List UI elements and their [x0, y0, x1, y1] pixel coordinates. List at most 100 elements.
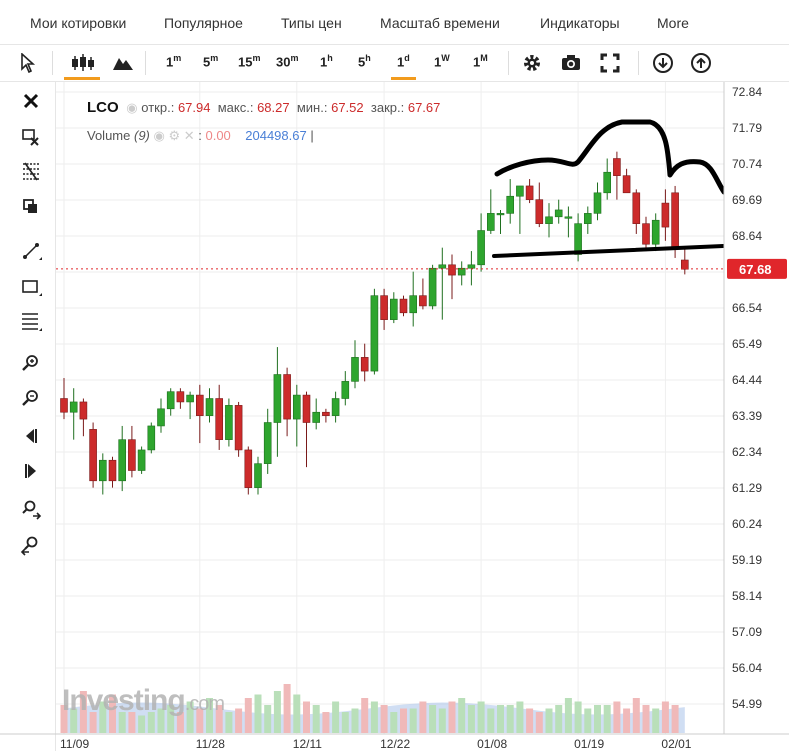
- candle: [215, 398, 223, 440]
- candle: [360, 357, 369, 372]
- timeframe-1h[interactable]: 1h: [320, 53, 333, 70]
- timeframe-1w[interactable]: 1W: [434, 53, 450, 70]
- candle: [613, 158, 621, 176]
- price-tick-label: 65.49: [732, 337, 762, 351]
- timeframe-1M[interactable]: 1M: [473, 53, 488, 70]
- volume-bar: [60, 705, 68, 733]
- price-tick-label: 63.39: [732, 409, 762, 423]
- candle: [467, 264, 476, 269]
- volume-bar: [186, 701, 194, 733]
- ohlc-legend: LCO ◉ откр.: 67.94 макс.: 68.27 мин.: 67…: [87, 99, 440, 116]
- volume-bar: [632, 698, 640, 733]
- price-tick-label: 70.74: [732, 157, 762, 171]
- camera-icon[interactable]: [561, 54, 581, 72]
- candle: [79, 401, 88, 420]
- head-shoulders-curve: [494, 119, 727, 195]
- timeframe-15m[interactable]: 15m: [238, 53, 261, 70]
- price-tick-label: 64.44: [732, 373, 762, 387]
- trendline-icon[interactable]: [20, 240, 42, 262]
- zoom-out-icon[interactable]: [20, 387, 42, 409]
- volume-bar: [400, 708, 407, 733]
- volume-pane: [60, 684, 685, 733]
- candle: [99, 459, 107, 482]
- volume-bar: [196, 708, 204, 733]
- candle: [554, 209, 563, 218]
- candlestick-icon[interactable]: [70, 53, 96, 73]
- cursor-icon[interactable]: [20, 53, 36, 73]
- volume-bar: [283, 684, 291, 733]
- symbol-name[interactable]: LCO: [87, 99, 119, 116]
- candle: [593, 192, 602, 214]
- volume-bar: [167, 705, 175, 733]
- fib-icon[interactable]: [20, 160, 42, 182]
- candle: [205, 398, 214, 416]
- zoom-out-time-icon[interactable]: [20, 534, 42, 556]
- active-chart-type-indicator: [64, 77, 100, 80]
- candle: [128, 439, 136, 471]
- mountain-icon[interactable]: [112, 53, 134, 73]
- candle: [651, 219, 660, 245]
- timeframe-1d[interactable]: 1d: [391, 53, 416, 81]
- toolbar-divider: [508, 51, 509, 75]
- volume-bar: [429, 705, 437, 733]
- timeframe-1m[interactable]: 1m: [166, 53, 182, 70]
- menu-indicators[interactable]: Индикаторы: [540, 15, 620, 31]
- zoom-in-time-icon[interactable]: [20, 498, 42, 520]
- candle: [196, 394, 204, 416]
- volume-bar: [419, 701, 427, 733]
- menu-timescale[interactable]: Масштаб времени: [380, 15, 500, 31]
- time-tick-label: 02/01: [661, 737, 691, 751]
- open-label: откр.:: [141, 100, 175, 115]
- price-tick-label: 68.64: [732, 229, 762, 243]
- timeframe-5m[interactable]: 5m: [203, 53, 219, 70]
- low-label: мин.:: [296, 100, 328, 115]
- download-icon[interactable]: [652, 52, 674, 74]
- gear-icon[interactable]: [522, 53, 542, 73]
- volume-bar: [564, 698, 572, 733]
- menu-price-types[interactable]: Типы цен: [281, 15, 342, 31]
- volume-value: 0.00: [205, 128, 231, 143]
- remove-drawing-icon[interactable]: [20, 126, 42, 148]
- volume-bar: [506, 705, 514, 733]
- eye-icon[interactable]: ◉: [126, 100, 138, 115]
- price-tick-label: 72.84: [732, 85, 762, 99]
- timeframe-5h[interactable]: 5h: [358, 53, 371, 70]
- time-tick-label: 11/09: [60, 737, 89, 751]
- copy-icon[interactable]: [20, 196, 42, 218]
- volume-bar: [361, 698, 369, 733]
- menu-my-quotes[interactable]: Мои котировки: [30, 15, 127, 31]
- zoom-in-icon[interactable]: [20, 352, 42, 374]
- volume-bar: [225, 712, 233, 733]
- volume-legend: Volume (9) ◉ ⚙ ✕ : 0.00 204498.67 |: [87, 128, 314, 143]
- volume-bar: [555, 705, 563, 733]
- rectangle-icon[interactable]: [20, 276, 42, 298]
- candle: [680, 259, 689, 270]
- close-value: 67.67: [407, 100, 441, 115]
- volume-bar: [545, 708, 553, 733]
- menu-popular[interactable]: Популярное: [164, 15, 243, 31]
- menu-more[interactable]: More: [657, 15, 689, 31]
- close-icon[interactable]: [20, 90, 42, 112]
- scroll-right-icon[interactable]: [20, 460, 42, 482]
- candle: [661, 202, 670, 228]
- fullscreen-icon[interactable]: [600, 53, 620, 73]
- volume-bar: [652, 708, 660, 733]
- volume-label[interactable]: Volume: [87, 128, 131, 143]
- volume-bar: [118, 712, 126, 733]
- candle: [234, 405, 243, 451]
- low-value: 67.52: [331, 100, 364, 115]
- candle: [351, 357, 359, 382]
- lines-icon[interactable]: [20, 310, 42, 332]
- candle: [283, 374, 291, 420]
- candle: [525, 185, 534, 200]
- candle: [671, 192, 679, 248]
- timeframe-30m[interactable]: 30m: [276, 53, 299, 70]
- last-price-tag-label: 67.68: [739, 262, 772, 277]
- upload-icon[interactable]: [690, 52, 712, 74]
- eye-icon[interactable]: ◉ ⚙ ✕: [153, 128, 195, 143]
- scroll-left-icon[interactable]: [20, 425, 42, 447]
- candle: [254, 463, 262, 488]
- candle: [370, 295, 379, 372]
- volume-bar: [487, 708, 495, 733]
